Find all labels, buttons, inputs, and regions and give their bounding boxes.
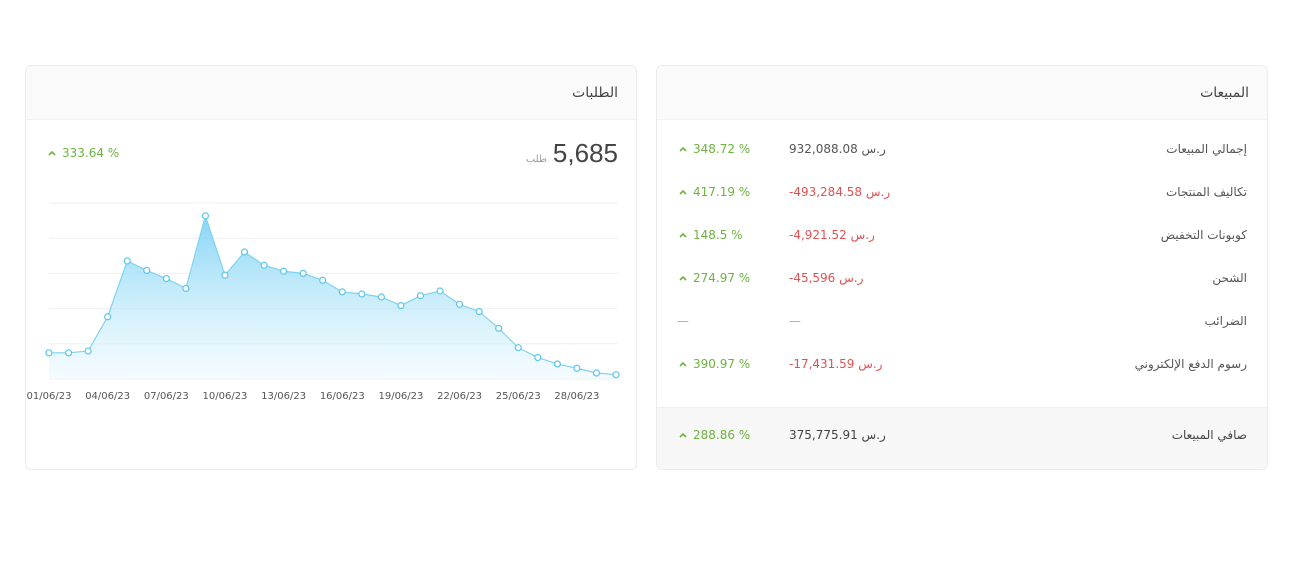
chart-x-tick-label: 07/06/23 — [144, 391, 189, 402]
sales-row-change: 390.97 % — [677, 357, 750, 371]
chart-point[interactable] — [84, 347, 92, 355]
chart-x-tick-label: 25/06/23 — [496, 391, 541, 402]
sales-row-change-value: 417.19 % — [693, 185, 751, 199]
orders-card: الطلبات 333.64 % طلب 5,685 01/06/23 04/06… — [25, 65, 637, 470]
chart-point[interactable] — [592, 369, 601, 377]
chart-point[interactable] — [358, 290, 366, 298]
chart-point[interactable] — [534, 353, 542, 362]
chart-point[interactable] — [475, 308, 483, 316]
chart-point[interactable] — [455, 300, 464, 308]
net-sales-change: 288.86 % — [677, 428, 750, 442]
sales-row: كوبونات التخفيض -4,921.52 ر.س 148.5 % — [657, 226, 1267, 250]
chart-point[interactable] — [299, 269, 307, 278]
chart-point[interactable] — [45, 349, 53, 357]
chart-point[interactable] — [573, 364, 581, 372]
sales-row-change: 274.97 % — [677, 271, 750, 285]
orders-title: الطلبات — [572, 84, 618, 101]
orders-total: طلب 5,685 — [526, 138, 618, 169]
sales-row-amount: -4,921.52 ر.س — [789, 228, 875, 242]
chart-point[interactable] — [123, 257, 131, 265]
chart-point[interactable] — [612, 371, 620, 379]
sales-row-change-value: 148.5 % — [693, 228, 743, 242]
sales-title: المبيعات — [1200, 84, 1249, 101]
chart-x-tick-label: 04/06/23 — [85, 391, 130, 402]
sales-row-label: تكاليف المنتجات — [1165, 185, 1247, 199]
chart-x-tick-label: 10/06/23 — [203, 391, 248, 402]
chart-x-tick-label: 16/06/23 — [320, 391, 365, 402]
chart-point[interactable] — [397, 301, 405, 310]
sales-row-change-value: 348.72 % — [693, 142, 751, 156]
sales-row-label: إجمالي المبيعات — [1166, 142, 1247, 156]
chart-series-line — [49, 213, 617, 376]
chart-point[interactable] — [416, 292, 425, 300]
chart-point[interactable] — [377, 293, 385, 301]
chart-point[interactable] — [182, 284, 190, 293]
chevron-up-icon — [679, 189, 687, 195]
net-sales-label: صافي المبيعات — [1171, 428, 1247, 442]
chevron-up-icon — [679, 275, 687, 281]
chart-point[interactable] — [514, 344, 522, 352]
sales-row: الشحن -45,596 ر.س 274.97 % — [657, 269, 1267, 293]
chevron-up-icon — [679, 361, 687, 367]
sales-row-change-value: 390.97 % — [693, 357, 751, 371]
net-sales-change-value: 288.86 % — [693, 428, 751, 442]
chart-point[interactable] — [162, 274, 170, 283]
orders-card-header: الطلبات — [26, 66, 636, 120]
sales-row-change: 148.5 % — [677, 228, 743, 242]
orders-change-value: 333.64 % — [62, 146, 120, 160]
chart-x-tick-label: 22/06/23 — [437, 391, 482, 402]
sales-row: تكاليف المنتجات -493,284.58 ر.س 417.19 % — [657, 183, 1267, 207]
sales-row-change: 417.19 % — [677, 185, 750, 199]
chart-point[interactable] — [436, 287, 444, 295]
chart-point[interactable] — [240, 248, 249, 256]
orders-area-chart: 01/06/23 04/06/23 07/06/23 10/06/23 13/06/23… — [27, 202, 620, 402]
sales-row-amount: -493,284.58 ر.س — [789, 185, 891, 199]
chart-x-tick-label: 28/06/23 — [554, 391, 599, 402]
chart-x-tick-label: 01/06/23 — [27, 391, 72, 402]
chevron-up-icon — [48, 150, 56, 156]
chart-x-tick-label: 19/06/23 — [378, 391, 423, 402]
chevron-up-icon — [679, 432, 687, 438]
chevron-up-icon — [679, 232, 687, 238]
sales-row: الضرائب — — — [657, 312, 1267, 336]
orders-chart: 01/06/23 04/06/23 07/06/23 10/06/23 13/06/23… — [26, 191, 636, 406]
sales-row-label: الشحن — [1212, 271, 1247, 285]
chart-point[interactable] — [280, 267, 288, 275]
sales-row-label: الضرائب — [1204, 314, 1247, 328]
sales-row-amount: 932,088.08 ر.س — [789, 142, 886, 156]
sales-row-change: — — [677, 314, 689, 328]
orders-change: 333.64 % — [46, 146, 119, 160]
chart-point[interactable] — [104, 313, 112, 321]
chart-point[interactable] — [143, 266, 151, 274]
sales-row-label: رسوم الدفع الإلكتروني — [1134, 357, 1247, 371]
sales-row-label: كوبونات التخفيض — [1160, 228, 1247, 242]
chart-point[interactable] — [338, 288, 346, 296]
chart-x-tick-label: 13/06/23 — [261, 391, 306, 402]
chart-point[interactable] — [201, 212, 210, 220]
chart-point[interactable] — [221, 271, 229, 279]
sales-row-change: 348.72 % — [677, 142, 750, 156]
orders-unit: طلب — [525, 154, 547, 165]
chart-point[interactable] — [64, 349, 73, 357]
sales-row-amount: — — [789, 314, 801, 328]
sales-row: إجمالي المبيعات 932,088.08 ر.س 348.72 % — [657, 140, 1267, 164]
chevron-up-icon — [679, 146, 687, 152]
chart-point[interactable] — [319, 276, 327, 284]
orders-summary: 333.64 % طلب 5,685 — [46, 138, 618, 168]
chart-area — [49, 215, 616, 379]
sales-card: المبيعات إجمالي المبيعات 932,088.08 ر.س 34… — [656, 65, 1268, 470]
sales-row-change-value: 274.97 % — [693, 271, 751, 285]
orders-total-value: 5,685 — [552, 138, 618, 168]
chart-point[interactable] — [260, 261, 268, 269]
chart-point[interactable] — [495, 324, 503, 332]
sales-row-amount: -45,596 ر.س — [789, 271, 864, 285]
chart-point[interactable] — [553, 360, 561, 368]
net-sales-row: صافي المبيعات 375,775.91 ر.س 288.86 % — [657, 407, 1267, 469]
sales-row: رسوم الدفع الإلكتروني -17,431.59 ر.س 390.9… — [657, 355, 1267, 379]
sales-row-amount: -17,431.59 ر.س — [789, 357, 883, 371]
sales-card-header: المبيعات — [657, 66, 1267, 120]
net-sales-amount: 375,775.91 ر.س — [789, 428, 886, 442]
